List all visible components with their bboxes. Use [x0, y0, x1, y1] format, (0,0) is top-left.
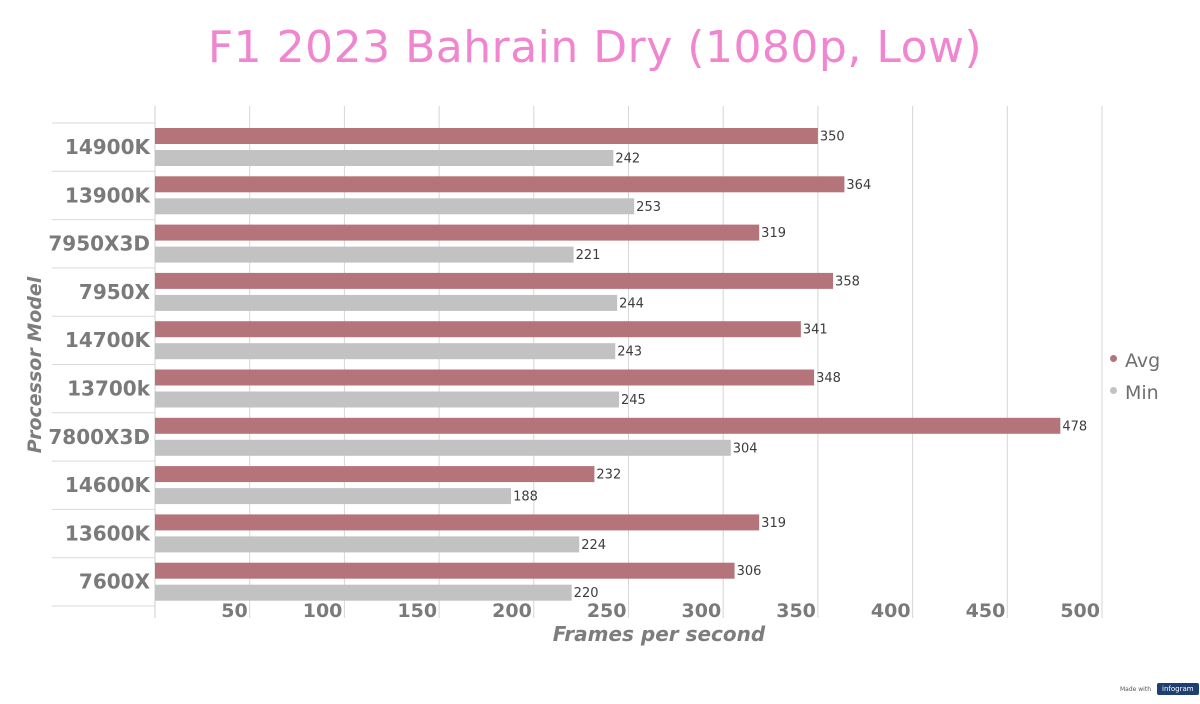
category-label: 14600K — [65, 473, 152, 497]
category-label: 14900K — [65, 135, 152, 159]
data-label-min: 304 — [733, 441, 758, 456]
bars — [155, 128, 1061, 601]
bar-avg — [155, 128, 818, 144]
bar-min — [155, 536, 580, 553]
bar-avg — [155, 562, 735, 579]
x-tick-label: 50 — [221, 600, 247, 622]
legend-label-avg: Avg — [1125, 350, 1161, 372]
data-label-min: 221 — [576, 248, 601, 263]
data-label-avg: 306 — [737, 564, 762, 579]
data-label-avg: 232 — [596, 468, 621, 483]
data-label-min: 243 — [617, 345, 642, 360]
data-label-avg: 348 — [816, 371, 841, 386]
category-label: 13600K — [65, 521, 152, 545]
bar-avg — [155, 176, 845, 193]
x-tick-label: 400 — [871, 600, 911, 622]
legend-label-min: Min — [1125, 382, 1159, 404]
category-label: 7950X — [79, 280, 151, 304]
data-label-avg: 341 — [803, 323, 828, 338]
bar-avg — [155, 321, 801, 338]
data-label-min: 188 — [513, 490, 538, 505]
category-label: 7800X3D — [48, 425, 150, 449]
made-with-badge[interactable]: Made with infogram — [1120, 683, 1199, 695]
brand-logo: infogram — [1157, 683, 1199, 695]
bar-avg — [155, 417, 1061, 434]
bar-min — [155, 198, 635, 215]
x-tick-label: 300 — [682, 600, 722, 622]
bar-avg — [155, 514, 760, 531]
category-label: 14700K — [65, 328, 152, 352]
bar-avg — [155, 369, 815, 386]
bar-min — [155, 150, 614, 166]
data-label-avg: 319 — [761, 226, 786, 241]
data-label-min: 242 — [615, 152, 640, 167]
labels: 50 100 150 200 250 300 350 400 450 500 14900K 350 24… — [48, 130, 1100, 623]
legend-item-min[interactable]: Min — [1110, 382, 1159, 404]
category-label: 7950X3D — [48, 232, 150, 256]
bar-min — [155, 294, 618, 311]
data-label-min: 244 — [619, 296, 644, 311]
bar-avg — [155, 224, 760, 241]
bar-min — [155, 584, 572, 601]
data-label-avg: 364 — [846, 178, 871, 193]
bar-avg — [155, 272, 834, 289]
x-tick-label: 450 — [966, 600, 1006, 622]
bar-min — [155, 246, 574, 263]
x-tick-label: 150 — [397, 600, 437, 622]
data-label-avg: 350 — [820, 130, 845, 145]
x-axis-title: Frames per second — [552, 622, 766, 646]
category-label: 13900K — [65, 183, 152, 207]
data-label-avg: 358 — [835, 274, 860, 289]
x-tick-label: 250 — [587, 600, 627, 622]
data-label-avg: 319 — [761, 516, 786, 531]
data-label-avg: 478 — [1062, 419, 1087, 434]
chart-title: F1 2023 Bahrain Dry (1080p, Low) — [207, 22, 983, 73]
x-tick-label: 200 — [492, 600, 532, 622]
category-label: 13700k — [67, 377, 151, 401]
legend-dot-min — [1110, 387, 1117, 394]
x-tick-label: 350 — [776, 600, 816, 622]
made-with-text: Made with — [1120, 686, 1151, 693]
x-tick-label: 500 — [1060, 600, 1100, 622]
bar-min — [155, 488, 512, 505]
data-label-min: 253 — [636, 200, 661, 215]
bar-avg — [155, 466, 595, 483]
bar-min — [155, 439, 731, 456]
category-label: 7600X — [79, 570, 151, 594]
y-axis-title: Processor Model — [24, 276, 46, 454]
bar-min — [155, 343, 616, 360]
data-label-min: 245 — [621, 393, 646, 408]
data-label-min: 220 — [574, 586, 599, 601]
x-tick-label: 100 — [303, 600, 343, 622]
data-label-min: 224 — [581, 538, 606, 553]
legend-item-avg[interactable]: Avg — [1110, 350, 1160, 372]
bar-min — [155, 391, 620, 408]
legend-dot-avg — [1110, 355, 1117, 362]
